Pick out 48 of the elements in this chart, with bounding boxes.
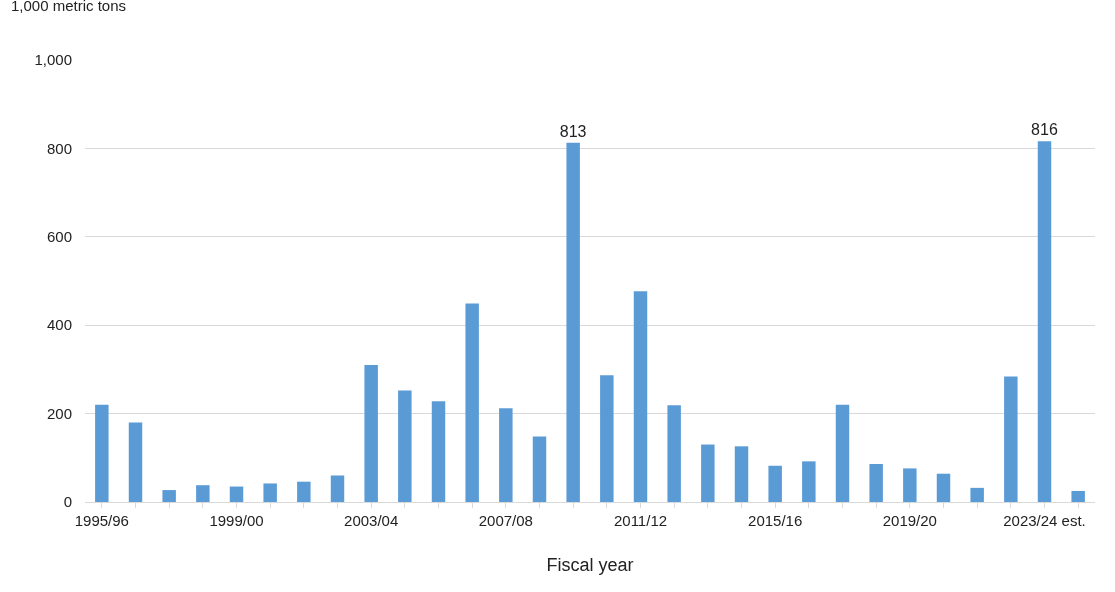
y-tick-label: 400 [46, 316, 72, 334]
bar [431, 401, 446, 502]
bar [95, 404, 109, 502]
bar [903, 468, 917, 502]
x-tick-label: 2003/04 [344, 512, 399, 529]
bar [465, 303, 479, 502]
x-tick-label: 2023/24 est. [1003, 512, 1086, 529]
bar [936, 473, 951, 502]
x-tick-label: 2015/16 [748, 512, 803, 529]
bar [1071, 490, 1085, 502]
bar [1004, 376, 1018, 502]
bar [1037, 141, 1052, 502]
x-tick-label: 2019/20 [882, 512, 937, 529]
bar [499, 408, 513, 502]
bar [667, 405, 681, 502]
x-tick-label: 2007/08 [478, 512, 533, 529]
x-axis-title: Fiscal year [546, 555, 634, 576]
y-tick-label: 800 [46, 139, 72, 157]
bar [734, 446, 749, 502]
bar [532, 436, 547, 502]
bar [297, 481, 311, 502]
y-axis-title: 1,000 metric tons [11, 0, 127, 14]
bar [364, 364, 378, 502]
y-tick-label: 0 [63, 493, 72, 511]
y-tick-label: 600 [46, 228, 72, 246]
bar [196, 485, 210, 502]
bar [566, 142, 580, 502]
data-label: 816 [1031, 121, 1058, 139]
bar [229, 486, 244, 502]
bar [162, 490, 176, 502]
bar [600, 375, 614, 502]
bar [869, 463, 883, 502]
bar [835, 404, 850, 502]
bar [701, 444, 715, 502]
y-tick-label: 200 [46, 404, 72, 422]
y-tick-label: 1,000 [34, 51, 72, 69]
data-label: 813 [559, 122, 587, 140]
x-tick-label: 1995/96 [74, 512, 129, 529]
bar [633, 291, 648, 502]
x-tick-label: 2011/12 [613, 512, 668, 529]
bar [802, 461, 816, 502]
x-tick-label: 1999/00 [209, 512, 264, 529]
bar [768, 465, 782, 502]
bar [970, 487, 984, 502]
bar [263, 483, 277, 502]
bar [128, 422, 143, 502]
bar [398, 390, 412, 502]
bar [330, 475, 345, 502]
